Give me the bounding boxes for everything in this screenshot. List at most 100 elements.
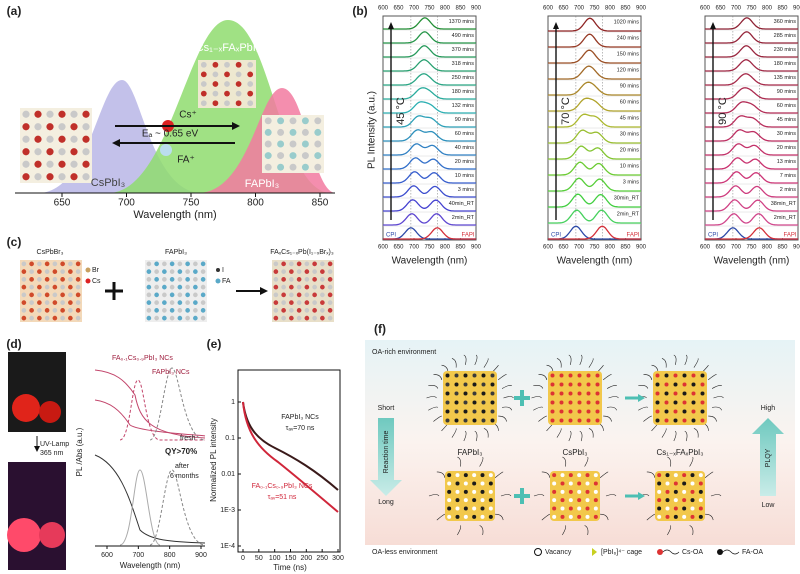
atom — [52, 261, 58, 267]
ligand — [533, 406, 544, 411]
ligand — [646, 471, 656, 478]
atom — [320, 261, 325, 267]
site — [657, 473, 662, 478]
label: CPI — [551, 233, 561, 239]
ligand — [689, 525, 694, 536]
site — [560, 481, 565, 486]
atom — [75, 284, 81, 290]
atom — [235, 61, 242, 68]
atom — [185, 269, 190, 274]
atom — [37, 284, 42, 290]
site — [664, 400, 669, 405]
site — [568, 489, 573, 494]
atom — [146, 315, 152, 321]
y-tick-label: 0.1 — [225, 435, 235, 442]
site — [665, 489, 670, 494]
label: FAPbI₃ — [457, 448, 482, 457]
x-tick-label: 600 — [543, 6, 554, 12]
atom — [46, 123, 54, 131]
atom — [58, 148, 66, 156]
site — [463, 473, 468, 478]
time-label: 30min_RT — [614, 196, 640, 202]
atom — [289, 308, 294, 313]
site — [655, 391, 660, 396]
x-tick-label: 800 — [762, 245, 773, 251]
atom — [75, 261, 81, 267]
site — [586, 400, 591, 405]
atom — [75, 269, 81, 274]
x-tick-label: 700 — [409, 6, 420, 12]
x-tick-label: 100 — [269, 555, 281, 562]
x-tick-label: 150 — [285, 555, 297, 562]
atom — [37, 308, 42, 313]
pl-trace — [548, 193, 641, 208]
site — [454, 400, 459, 405]
arrow-head — [388, 22, 394, 29]
ligand — [436, 471, 446, 478]
site — [480, 481, 485, 486]
time-label: 2min_RT — [617, 212, 640, 218]
atom — [200, 100, 207, 107]
atom — [169, 315, 175, 321]
atom — [21, 292, 27, 298]
time-label: 318 mins — [452, 61, 475, 67]
time-label: 90 mins — [620, 84, 640, 90]
site — [577, 498, 582, 503]
time-label: 2min_RT — [774, 215, 797, 221]
atom — [193, 315, 198, 321]
legend-dot — [216, 268, 220, 272]
atom — [68, 292, 73, 298]
time-label: 360 mins — [774, 19, 797, 25]
label: FA⁺ — [177, 155, 195, 166]
pl-trace — [383, 227, 476, 240]
ligand — [428, 385, 439, 389]
atom — [200, 277, 206, 282]
atom — [247, 81, 254, 87]
site — [472, 373, 477, 378]
site — [490, 400, 495, 405]
plus — [514, 488, 530, 504]
site — [480, 473, 485, 478]
site — [559, 409, 564, 414]
ligand — [579, 430, 583, 442]
label: FA-OA — [742, 549, 763, 556]
x-tick-label: 800 — [440, 6, 451, 12]
atom — [75, 308, 81, 313]
atom — [146, 269, 152, 274]
x-tick-label: 850 — [620, 6, 631, 12]
atom — [162, 261, 167, 267]
pl-trace — [705, 171, 798, 184]
site — [577, 473, 582, 478]
x-tick-label: 750 — [746, 245, 757, 251]
site — [447, 506, 452, 511]
label: PL Intensity (a.u.) — [367, 91, 378, 169]
ligand — [497, 374, 507, 381]
atom — [37, 269, 42, 274]
site — [577, 506, 582, 511]
panel-label: (f) — [374, 322, 386, 336]
atom — [289, 140, 297, 148]
site — [559, 400, 564, 405]
atom — [281, 269, 286, 274]
pl-trace — [383, 59, 476, 72]
atom — [58, 135, 66, 143]
label: CsPbBr₃ — [37, 249, 64, 256]
atom — [200, 269, 206, 274]
site — [488, 489, 493, 494]
ligand — [599, 471, 609, 479]
site — [472, 391, 477, 396]
atom — [70, 160, 78, 168]
atom — [29, 284, 34, 290]
site — [691, 400, 696, 405]
atom — [22, 135, 30, 143]
atom — [82, 148, 90, 156]
ligand — [562, 525, 567, 536]
atom — [34, 148, 42, 156]
ligand — [483, 428, 489, 438]
x-tick-label: 700 — [409, 245, 420, 251]
label: FAPbI₃ NCs — [281, 414, 319, 421]
x-tick-label: 850 — [455, 6, 466, 12]
decay — [242, 401, 339, 513]
panel-label: (a) — [7, 4, 22, 18]
site — [552, 489, 557, 494]
